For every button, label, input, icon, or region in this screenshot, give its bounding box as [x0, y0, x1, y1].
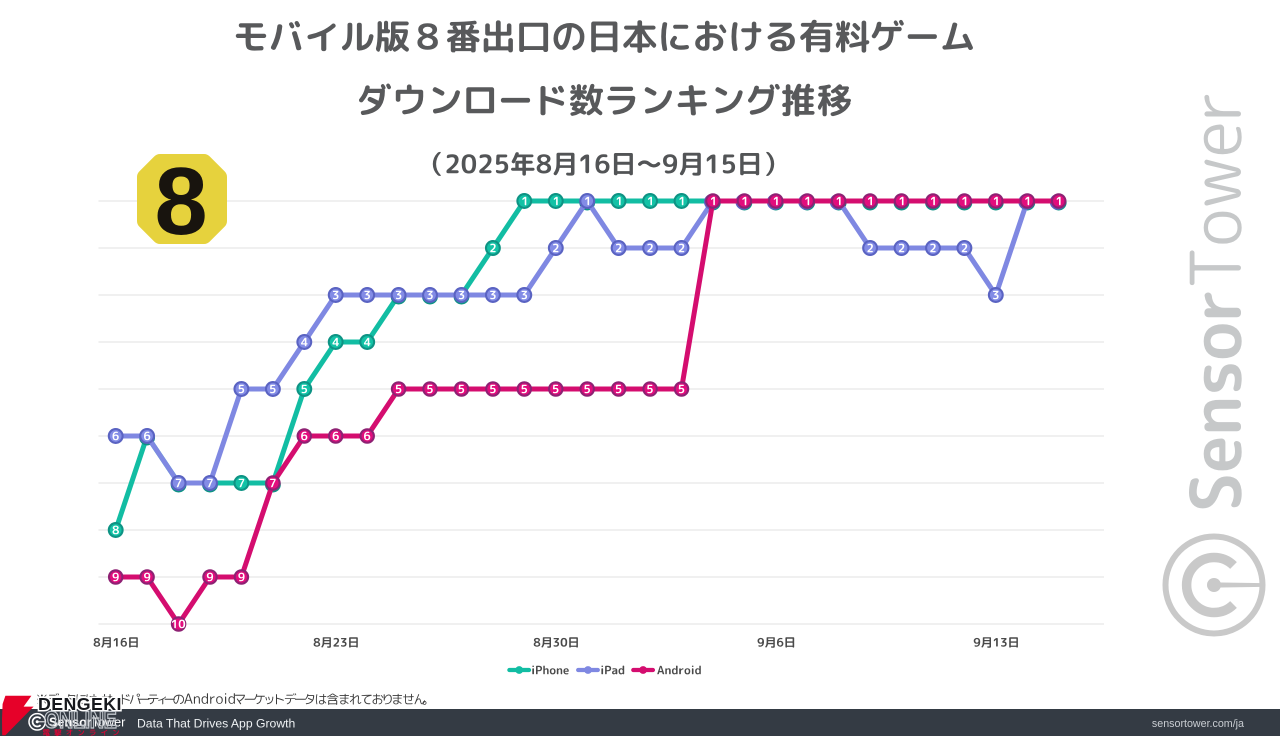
- svg-text:sensortower.com/ja: sensortower.com/ja: [1152, 718, 1244, 730]
- svg-text:SensorTower: SensorTower: [49, 716, 125, 730]
- svg-text:8: 8: [154, 149, 207, 255]
- svg-text:Data That Drives App Growth: Data That Drives App Growth: [137, 717, 295, 731]
- svg-text:DENGEKI: DENGEKI: [38, 694, 122, 714]
- svg-text:ONLINE: ONLINE: [44, 706, 117, 733]
